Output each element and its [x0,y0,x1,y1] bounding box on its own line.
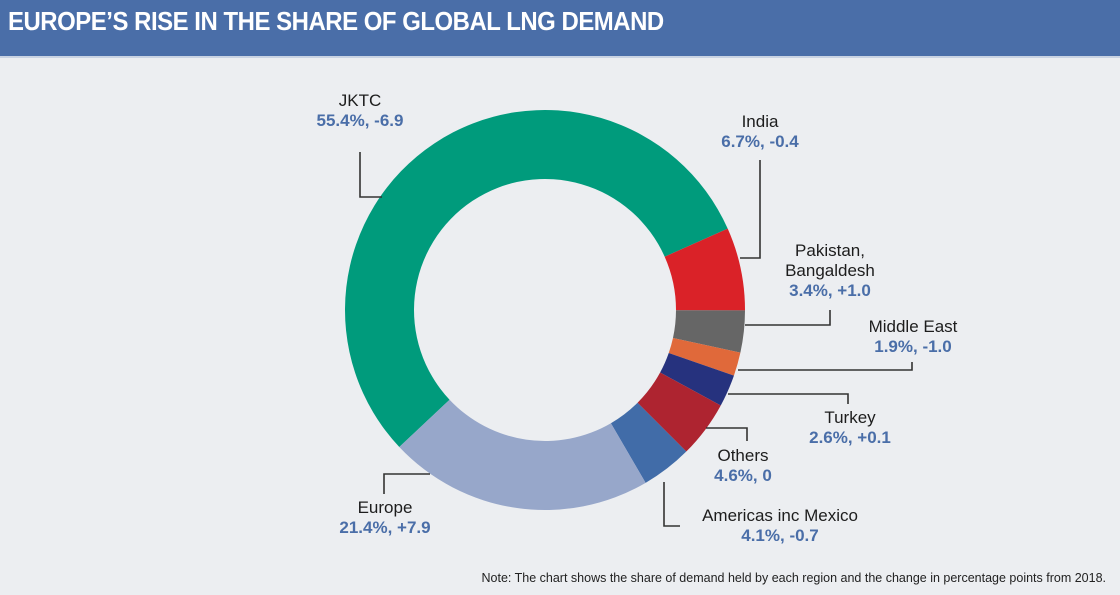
label-others: Others 4.6%, 0 [688,446,798,486]
leader-line-others [706,427,748,441]
donut-slice-others [637,372,721,452]
slice-name: Americas inc Mexico [702,506,858,525]
label-pakistan-bangladesh: Pakistan, Bangaldesh 3.4%, +1.0 [770,241,890,301]
label-americas: Americas inc Mexico 4.1%, -0.7 [680,506,880,546]
slice-name: Pakistan, Bangaldesh [785,241,875,280]
leader-line-turkey [728,393,849,404]
donut-slice-pakistan-bangaldesh [672,310,745,353]
slice-name: Europe [357,498,413,517]
slice-value: 55.4%, -6.9 [316,111,404,130]
slice-value: 3.4%, +1.0 [789,281,871,300]
leader-line-jktc [359,152,382,198]
donut-slice-turkey [660,352,734,406]
label-middle-east: Middle East 1.9%, -1.0 [848,317,978,357]
label-india: India 6.7%, -0.4 [700,112,820,152]
label-jktc: JKTC 55.4%, -6.9 [300,91,420,131]
donut-slice-india [664,228,745,311]
donut-slice-europe [399,399,646,510]
donut-slice-jktc [345,110,728,448]
slice-name: Others [717,446,769,465]
slice-value: 4.1%, -0.7 [741,526,819,545]
slice-value: 21.4%, +7.9 [339,518,431,537]
slice-name: Turkey [824,408,876,427]
slice-name: JKTC [338,91,382,110]
slice-name: India [741,112,779,131]
label-turkey: Turkey 2.6%, +0.1 [790,408,910,448]
donut-slice-middle-east [668,337,741,376]
slice-value: 4.6%, 0 [714,466,772,485]
slice-value: 2.6%, +0.1 [809,428,891,447]
label-europe: Europe 21.4%, +7.9 [315,498,455,538]
leader-line-europe [383,473,430,494]
leader-line-americas [663,482,680,527]
slice-value: 1.9%, -1.0 [874,337,952,356]
leader-line-pakistan-bangladesh [745,310,831,326]
slice-value: 6.7%, -0.4 [721,132,799,151]
leader-line-middle-east [738,362,913,371]
title-banner: EUROPE’S RISE IN THE SHARE OF GLOBAL LNG… [0,0,1120,58]
chart-title: EUROPE’S RISE IN THE SHARE OF GLOBAL LNG… [8,6,664,36]
slice-name: Middle East [868,317,958,336]
leader-line-india [740,160,761,259]
donut-slice-americas-inc-mexico [610,402,687,483]
chart-note: Note: The chart shows the share of deman… [481,571,1106,585]
